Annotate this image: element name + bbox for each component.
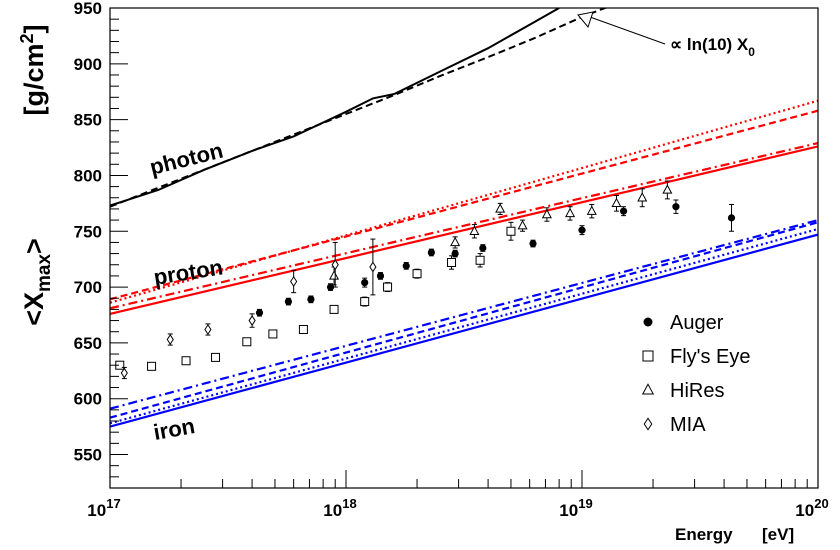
auger-point — [479, 244, 487, 252]
y-axis-title: <Xmax> — [19, 238, 55, 326]
proton-dashed-line — [110, 109, 818, 301]
fly-s-eye-point — [447, 258, 457, 268]
legend-marker-hires — [641, 383, 655, 395]
x-tick-label: 1020 — [795, 496, 828, 520]
y-tick-label: 600 — [74, 390, 102, 409]
annotation: ∝ ln(10) X0 — [577, 11, 755, 59]
auger-point — [255, 309, 264, 317]
hires-point — [329, 270, 340, 280]
y-tick-label: 800 — [74, 166, 102, 185]
x-tick-label: 1019 — [559, 496, 592, 520]
iron-dashed-line — [110, 221, 818, 419]
auger-point — [427, 248, 435, 257]
annotation-leader — [589, 16, 666, 45]
fly-s-eye-point — [211, 352, 221, 362]
y-tick-label: 700 — [74, 278, 102, 297]
auger-point — [361, 279, 369, 287]
hires-point — [541, 208, 552, 219]
hires-point — [565, 207, 576, 218]
auger-point — [284, 297, 292, 306]
hires-point — [586, 205, 597, 215]
hires-point — [469, 225, 480, 235]
fly-s-eye-point — [181, 356, 191, 366]
iron-dotted-line — [110, 227, 818, 425]
y-axis-unit: [g/cm2] — [17, 24, 49, 115]
photon-label: photon — [147, 138, 225, 180]
model-lines — [110, 8, 818, 428]
y-tick-label: 550 — [74, 446, 102, 465]
fly-s-eye-point — [147, 361, 157, 371]
proton-label: proton — [152, 254, 225, 290]
mia-point — [204, 323, 212, 336]
y-tick-label: 900 — [74, 55, 102, 74]
mia-point — [166, 334, 174, 346]
mia-point — [290, 275, 298, 288]
y-tick-label: 850 — [74, 111, 102, 130]
legend-label-hires: HiRes — [670, 380, 724, 402]
hires-point — [495, 203, 506, 213]
auger-point — [402, 262, 410, 270]
hires-point — [450, 236, 461, 247]
photon-solid-line — [110, 8, 560, 207]
mia-point — [369, 261, 377, 273]
y-tick-label: 950 — [74, 0, 102, 18]
fly-s-eye-point — [475, 255, 485, 265]
legend-label-auger: Auger — [670, 312, 724, 334]
legend-marker-mia — [643, 417, 653, 431]
y-axis-unit-text: [g/cm2] — [17, 24, 49, 115]
fly-s-eye-point — [383, 282, 393, 292]
fly-s-eye-point — [360, 297, 370, 307]
auger-point — [727, 214, 736, 222]
y-tick-label: 750 — [74, 222, 102, 241]
auger-point — [307, 295, 315, 303]
hires-point — [611, 197, 622, 208]
iron-dashdot-line — [110, 219, 818, 410]
auger-point — [578, 226, 586, 234]
iron-solid-line — [110, 233, 818, 428]
x-axis-title: Energy — [675, 525, 733, 544]
mia-point — [120, 367, 128, 379]
mia-point — [331, 259, 339, 271]
fly-s-eye-point — [506, 226, 516, 236]
x-tick-label: 1017 — [87, 496, 120, 520]
legend-marker-fly-s-eye — [642, 350, 654, 362]
auger-point — [376, 272, 385, 280]
legend-label-fly-s-eye: Fly's Eye — [670, 346, 751, 368]
fly-s-eye-point — [412, 269, 422, 279]
auger-point — [619, 207, 628, 215]
fly-s-eye-point — [242, 337, 252, 347]
legend-marker-auger — [643, 317, 653, 327]
x-tick-label: 1018 — [323, 496, 356, 520]
fly-s-eye-point — [268, 329, 278, 339]
hires-point — [662, 184, 673, 194]
proton-solid-line — [110, 145, 818, 315]
axes: 550 600 650 700 750 800 850 900 950 1017 1018 1019 1… — [74, 0, 829, 520]
hires-point — [517, 220, 528, 230]
auger-point — [529, 239, 537, 248]
y-axis-label: <Xmax> — [19, 238, 55, 326]
fly-s-eye-point — [329, 304, 339, 314]
data-points — [115, 180, 736, 380]
legend: Auger Fly's Eye HiRes MIA — [641, 312, 751, 436]
plot-frame — [109, 7, 819, 489]
annotation-arrowhead — [577, 11, 594, 29]
fly-s-eye-point — [298, 324, 308, 334]
x-axis-unit: [eV] — [762, 525, 794, 544]
hires-point — [637, 192, 648, 202]
photon-dashed-line — [110, 8, 608, 208]
mia-point — [248, 315, 256, 327]
y-tick-label: 650 — [74, 334, 102, 353]
iron-label: iron — [152, 413, 197, 445]
auger-point — [672, 203, 680, 211]
annotation-text: ∝ ln(10) X0 — [670, 35, 755, 59]
legend-label-mia: MIA — [670, 414, 706, 436]
proton-dashdot-line — [110, 142, 818, 310]
